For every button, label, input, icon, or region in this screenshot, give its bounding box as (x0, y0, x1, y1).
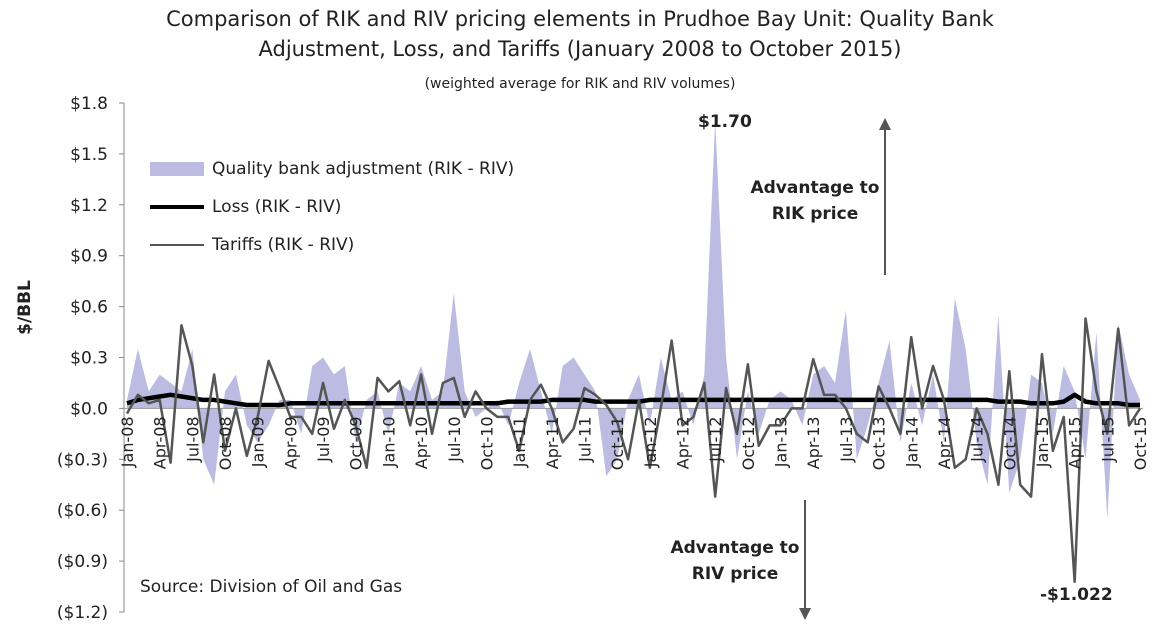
x-tick-label: Apr-14 (935, 416, 954, 469)
x-tick-label: Jul-14 (968, 416, 987, 462)
y-tick-label: $1.8 (70, 94, 108, 114)
x-tick-label: Jan-08 (118, 416, 137, 468)
x-tick-label: Jul-12 (706, 416, 725, 462)
x-tick-label: Jul-15 (1098, 416, 1117, 462)
x-tick-label: Jan-12 (641, 416, 660, 468)
legend-swatch (150, 243, 204, 247)
chart-subtitle: (weighted average for RIK and RIV volume… (424, 76, 736, 92)
annotation: Source: Division of Oil and Gas (140, 577, 403, 597)
x-tick-label: Oct-12 (739, 416, 758, 470)
x-tick-label: Apr-12 (674, 416, 693, 469)
y-tick-label: ($1.2) (57, 603, 108, 623)
x-tick-label: Jan-09 (249, 416, 268, 468)
x-tick-label: Jan-13 (772, 416, 791, 468)
x-tick-label: Jan-11 (510, 416, 529, 468)
x-tick-label: Apr-09 (281, 416, 300, 469)
arrowhead (879, 118, 891, 130)
legend-label: Tariffs (RIK - RIV) (212, 235, 355, 255)
annotation: -$1.022 (1040, 585, 1113, 605)
legend-swatch (150, 204, 204, 210)
x-tick-label: Apr-08 (151, 416, 170, 469)
legend-swatch (150, 162, 204, 176)
x-tick-label: Jul-10 (445, 416, 464, 462)
line (125, 317, 1142, 584)
x-tick-label: Oct-08 (216, 416, 235, 470)
legend: Quality bank adjustment (RIK - RIV) Loss … (150, 150, 514, 264)
x-tick-label: Oct-09 (347, 416, 366, 470)
x-tick-label: Oct-15 (1131, 416, 1150, 470)
x-tick-label: Apr-15 (1066, 416, 1085, 469)
y-tick-label: $0.3 (70, 349, 108, 369)
y-tick-label: $1.2 (70, 196, 108, 216)
y-tick-label: $0.6 (70, 298, 108, 318)
y-tick-label: $0.0 (70, 399, 108, 419)
x-tick-label: Jul-08 (183, 416, 202, 462)
x-tick-label: Oct-14 (1000, 416, 1019, 470)
annotation: Advantage to RIV price (670, 538, 800, 584)
y-tick-label: $1.5 (70, 145, 108, 165)
x-tick-label: Apr-10 (412, 416, 431, 469)
y-tick-label: ($0.9) (57, 552, 108, 572)
y-tick-label: ($0.6) (57, 501, 108, 521)
x-tick-label: Jul-09 (314, 416, 333, 462)
x-tick-label: Apr-11 (543, 416, 562, 469)
legend-item: Loss (RIK - RIV) (150, 188, 514, 226)
annotation: Advantage to RIK price (750, 178, 880, 224)
legend-label: Loss (RIK - RIV) (212, 197, 342, 217)
x-tick-label: Jul-11 (575, 416, 594, 462)
y-tick-label: $0.9 (70, 247, 108, 267)
y-axis-label: $/BBL (15, 280, 35, 335)
x-tick-label: Apr-13 (804, 416, 823, 469)
x-tick-label: Jan-10 (379, 416, 398, 468)
x-tick-label: Jan-14 (902, 416, 921, 468)
chart-title: Comparison of RIK and RIV pricing elemen… (166, 7, 994, 61)
x-tick-label: Oct-13 (870, 416, 889, 470)
x-tick-label: Jul-13 (837, 416, 856, 462)
arrowhead (799, 608, 811, 620)
x-tick-label: Oct-11 (608, 416, 627, 470)
annotation: $1.70 (698, 112, 752, 132)
line (126, 392, 1140, 408)
x-tick-label: Jan-15 (1033, 416, 1052, 468)
legend-item: Quality bank adjustment (RIK - RIV) (150, 150, 514, 188)
y-tick-label: ($0.3) (57, 450, 108, 470)
legend-item: Tariffs (RIK - RIV) (150, 226, 514, 264)
legend-label: Quality bank adjustment (RIK - RIV) (212, 159, 515, 179)
x-tick-label: Oct-10 (477, 416, 496, 470)
